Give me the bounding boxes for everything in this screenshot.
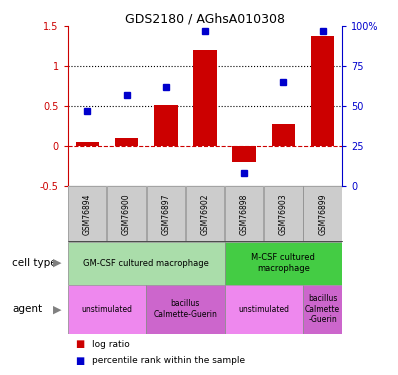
Bar	[303, 186, 342, 242]
Text: percentile rank within the sample: percentile rank within the sample	[92, 356, 245, 365]
Title: GDS2180 / AGhsA010308: GDS2180 / AGhsA010308	[125, 12, 285, 25]
Text: M-CSF cultured
macrophage: M-CSF cultured macrophage	[252, 254, 315, 273]
Text: ▶: ▶	[53, 258, 62, 268]
Bar	[68, 242, 224, 285]
Text: GSM76903: GSM76903	[279, 193, 288, 235]
Text: ■: ■	[76, 356, 85, 366]
Bar	[107, 186, 146, 242]
Bar	[224, 242, 342, 285]
Bar	[146, 186, 185, 242]
Text: ▶: ▶	[53, 304, 62, 314]
Bar	[154, 105, 178, 146]
Bar	[76, 142, 99, 146]
Text: bacillus
Calmette
-Guerin: bacillus Calmette -Guerin	[305, 294, 340, 324]
Text: GSM76900: GSM76900	[122, 193, 131, 235]
Bar	[186, 186, 224, 242]
Bar	[303, 285, 342, 334]
Text: bacillus
Calmette-Guerin: bacillus Calmette-Guerin	[153, 300, 217, 319]
Bar	[232, 146, 256, 162]
Bar	[225, 186, 263, 242]
Text: GM-CSF cultured macrophage: GM-CSF cultured macrophage	[83, 258, 209, 267]
Bar	[224, 285, 303, 334]
Text: GSM76899: GSM76899	[318, 193, 327, 235]
Bar	[68, 285, 146, 334]
Bar	[193, 50, 217, 146]
Text: GSM76902: GSM76902	[201, 193, 209, 235]
Bar	[146, 285, 224, 334]
Text: agent: agent	[12, 304, 42, 314]
Text: cell type: cell type	[12, 258, 57, 268]
Text: ■: ■	[76, 339, 85, 349]
Text: GSM76894: GSM76894	[83, 193, 92, 235]
Bar	[272, 124, 295, 146]
Text: GSM76898: GSM76898	[240, 193, 249, 234]
Text: unstimulated: unstimulated	[238, 304, 289, 313]
Text: unstimulated: unstimulated	[82, 304, 133, 313]
Bar	[115, 138, 138, 146]
Bar	[311, 36, 334, 146]
Bar	[264, 186, 302, 242]
Text: log ratio: log ratio	[92, 340, 129, 349]
Bar	[68, 186, 107, 242]
Text: GSM76897: GSM76897	[161, 193, 170, 235]
